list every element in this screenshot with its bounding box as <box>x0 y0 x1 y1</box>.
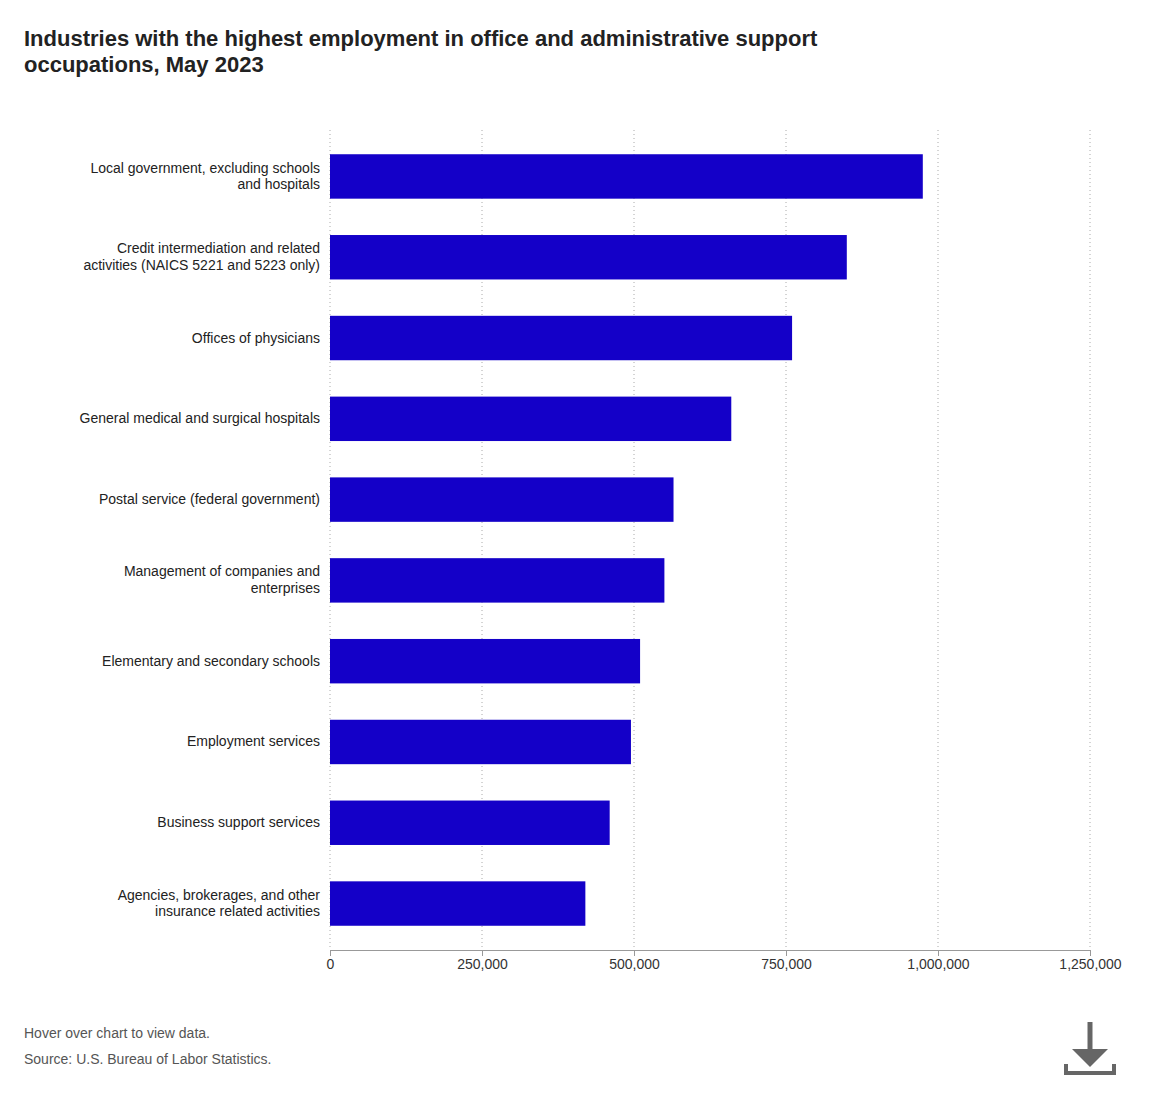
bar <box>330 477 674 521</box>
y-tick: Postal service (federal government) <box>99 491 330 507</box>
x-tick-label: 250,000 <box>457 956 508 972</box>
x-tick: 500,000 <box>609 950 660 972</box>
text-line: Agencies, brokerages, and other <box>118 887 321 903</box>
y-tick-label: General medical and surgical hospitals <box>80 410 320 426</box>
bar <box>330 316 792 360</box>
text-line: Management of companies and <box>124 563 320 579</box>
x-tick: 750,000 <box>761 950 812 972</box>
text-line: activities (NAICS 5221 and 5223 only) <box>83 257 320 273</box>
y-tick: Local government, excluding schoolsand h… <box>90 160 330 193</box>
x-axis: 0 250,000 500,000 750,000 1,000,000 1,250,000 <box>327 950 1122 972</box>
grid-line <box>938 130 939 950</box>
text-line: Postal service (federal government) <box>99 491 320 507</box>
text-line: Credit intermediation and related <box>117 240 320 256</box>
y-axis: Agencies, brokerages, and otherinsurance… <box>80 160 330 920</box>
bar <box>330 558 664 602</box>
y-tick-label: Credit intermediation and relatedactivit… <box>83 240 320 273</box>
x-tick-label: 1,000,000 <box>907 956 969 972</box>
y-tick-label: Elementary and secondary schools <box>102 653 320 669</box>
y-tick-label: Offices of physicians <box>192 330 320 346</box>
icon-tray <box>1066 1064 1114 1073</box>
x-tick-label: 750,000 <box>761 956 812 972</box>
y-tick: Employment services <box>187 733 330 749</box>
plot: 0 250,000 500,000 750,000 1,000,000 1,250,000… <box>80 130 1122 972</box>
bar <box>330 154 923 198</box>
text-line: insurance related activities <box>155 903 320 919</box>
text-line: occupations, May 2023 <box>24 52 264 77</box>
chart: Industries with the highest employment i… <box>0 0 1160 1100</box>
x-axis-line <box>331 951 1091 957</box>
bars <box>330 154 923 926</box>
x-tick: 0 <box>327 950 335 972</box>
bar <box>330 235 847 279</box>
text-line: Offices of physicians <box>192 330 320 346</box>
text-line: Local government, excluding schools <box>90 160 320 176</box>
annotation: Hover over chart to view data. <box>24 1025 210 1041</box>
y-tick: Offices of physicians <box>192 330 330 346</box>
title: Industries with the highest employment i… <box>24 26 818 77</box>
y-tick-label: Management of companies andenterprises <box>124 563 320 596</box>
text-line: General medical and surgical hospitals <box>80 410 320 426</box>
y-tick: Credit intermediation and relatedactivit… <box>83 240 330 273</box>
bar <box>330 639 640 683</box>
y-tick: Agencies, brokerages, and otherinsurance… <box>118 887 330 920</box>
text-line: Business support services <box>157 814 320 830</box>
text-line: Employment services <box>187 733 320 749</box>
text-line: Elementary and secondary schools <box>102 653 320 669</box>
y-tick-label: Business support services <box>157 814 320 830</box>
y-tick: General medical and surgical hospitals <box>80 410 330 426</box>
x-tick: 250,000 <box>457 950 508 972</box>
y-tick: Management of companies andenterprises <box>124 563 330 596</box>
bar <box>330 881 585 925</box>
annotation: Source: U.S. Bureau of Labor Statistics. <box>24 1051 271 1067</box>
text-line: enterprises <box>251 580 320 596</box>
y-tick-label: Local government, excluding schoolsand h… <box>90 160 320 193</box>
y-tick: Business support services <box>157 814 330 830</box>
bar <box>330 397 731 441</box>
y-tick-label: Employment services <box>187 733 320 749</box>
y-tick-label: Postal service (federal government) <box>99 491 320 507</box>
icon-head <box>1072 1049 1108 1067</box>
y-tick: Elementary and secondary schools <box>102 653 330 669</box>
bar <box>330 720 631 764</box>
x-tick: 1,250,000 <box>1059 950 1121 972</box>
x-tick-label: 0 <box>327 956 335 972</box>
y-tick-label: Agencies, brokerages, and otherinsurance… <box>118 887 321 920</box>
grid-line <box>1090 130 1091 950</box>
grid <box>330 130 1090 950</box>
download-icon <box>1066 1022 1114 1073</box>
bar <box>330 801 610 845</box>
x-tick-label: 1,250,000 <box>1059 956 1121 972</box>
text-line: Industries with the highest employment i… <box>24 26 818 51</box>
text-line: and hospitals <box>237 176 320 192</box>
x-tick: 1,000,000 <box>907 950 969 972</box>
x-tick-label: 500,000 <box>609 956 660 972</box>
